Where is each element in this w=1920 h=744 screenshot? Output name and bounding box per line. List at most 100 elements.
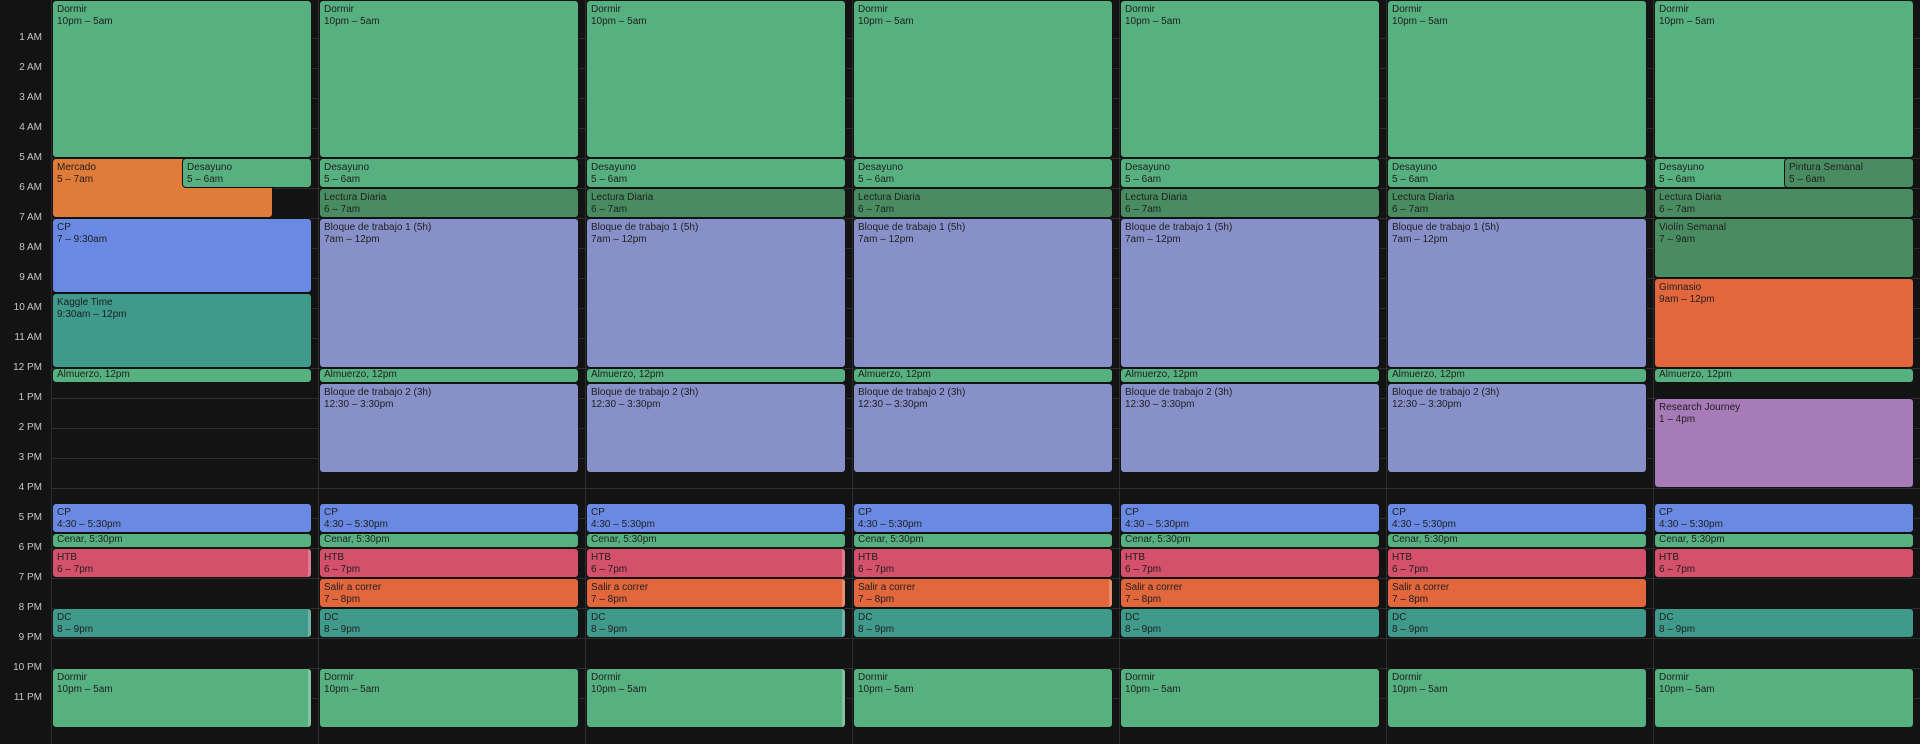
calendar-event[interactable]: Dormir 10pm – 5am (586, 668, 846, 728)
calendar-event[interactable]: CP 4:30 – 5:30pm (1654, 503, 1914, 533)
day-column[interactable]: Dormir 10pm – 5am Desayuno 5 – 6am Lectura D… (319, 0, 579, 744)
calendar-event[interactable]: Pintura Semanal 5 – 6am (1784, 158, 1914, 188)
calendar-event[interactable]: Cenar, 5:30pm (1120, 533, 1380, 548)
calendar-event[interactable]: Salir a correr 7 – 8pm (586, 578, 846, 608)
calendar-event[interactable]: DC 8 – 9pm (319, 608, 579, 638)
calendar-event[interactable]: Gimnasio 9am – 12pm (1654, 278, 1914, 368)
calendar-event[interactable]: HTB 6 – 7pm (52, 548, 312, 578)
calendar-event[interactable]: HTB 6 – 7pm (319, 548, 579, 578)
calendar-event[interactable]: HTB 6 – 7pm (1387, 548, 1647, 578)
calendar-event[interactable]: Bloque de trabajo 1 (5h) 7am – 12pm (1387, 218, 1647, 368)
calendar-event[interactable]: CP 4:30 – 5:30pm (586, 503, 846, 533)
calendar-event[interactable]: CP 4:30 – 5:30pm (1387, 503, 1647, 533)
calendar-event[interactable]: Dormir 10pm – 5am (1120, 668, 1380, 728)
calendar-event[interactable]: Dormir 10pm – 5am (1120, 0, 1380, 158)
calendar-event[interactable]: Almuerzo, 12pm (586, 368, 846, 383)
calendar-event[interactable]: Dormir 10pm – 5am (1654, 0, 1914, 158)
calendar-event[interactable]: HTB 6 – 7pm (586, 548, 846, 578)
calendar-event[interactable]: Almuerzo, 12pm (853, 368, 1113, 383)
calendar-event[interactable]: Dormir 10pm – 5am (853, 0, 1113, 158)
calendar-event[interactable]: Cenar, 5:30pm (586, 533, 846, 548)
calendar-event[interactable]: Lectura Diaria 6 – 7am (319, 188, 579, 218)
calendar-event[interactable]: Bloque de trabajo 2 (3h) 12:30 – 3:30pm (319, 383, 579, 473)
event-separator: , (633, 369, 639, 380)
calendar-event[interactable]: Bloque de trabajo 2 (3h) 12:30 – 3:30pm (853, 383, 1113, 473)
day-column[interactable]: Dormir 10pm – 5am Desayuno 5 – 6am Lectura D… (853, 0, 1113, 744)
day-column[interactable]: Dormir 10pm – 5am Desayuno 5 – 6am Pintura S… (1654, 0, 1914, 744)
calendar-event[interactable]: HTB 6 – 7pm (853, 548, 1113, 578)
event-title: Cenar (1659, 534, 1686, 545)
calendar-event[interactable]: Lectura Diaria 6 – 7am (1120, 188, 1380, 218)
event-title: Cenar (1392, 534, 1419, 545)
calendar-event[interactable]: Bloque de trabajo 2 (3h) 12:30 – 3:30pm (1120, 383, 1380, 473)
calendar-event[interactable]: Dormir 10pm – 5am (52, 0, 312, 158)
event-title: Lectura Diaria (591, 192, 654, 203)
calendar-event[interactable]: DC 8 – 9pm (586, 608, 846, 638)
calendar-event[interactable]: Salir a correr 7 – 8pm (1120, 578, 1380, 608)
calendar-event[interactable]: Bloque de trabajo 2 (3h) 12:30 – 3:30pm (1387, 383, 1647, 473)
event-time: 5:30pm (89, 534, 123, 545)
hour-label: 2 PM (18, 422, 42, 433)
calendar-event[interactable]: Lectura Diaria 6 – 7am (1654, 188, 1914, 218)
calendar-event[interactable]: Bloque de trabajo 1 (5h) 7am – 12pm (853, 218, 1113, 368)
day-column[interactable]: Dormir 10pm – 5am Desayuno 5 – 6am Lectura D… (1120, 0, 1380, 744)
calendar-event[interactable]: Cenar, 5:30pm (853, 533, 1113, 548)
calendar-event[interactable]: Dormir 10pm – 5am (1387, 0, 1647, 158)
calendar-event[interactable]: Cenar, 5:30pm (319, 533, 579, 548)
calendar-event[interactable]: Almuerzo, 12pm (52, 368, 312, 383)
calendar-event[interactable]: Almuerzo, 12pm (1120, 368, 1380, 383)
calendar-event[interactable]: Almuerzo, 12pm (1654, 368, 1914, 383)
calendar-event[interactable]: Salir a correr 7 – 8pm (853, 578, 1113, 608)
calendar-event[interactable]: CP 7 – 9:30am (52, 218, 312, 293)
calendar-event[interactable]: DC 8 – 9pm (1120, 608, 1380, 638)
calendar-event[interactable]: Almuerzo, 12pm (1387, 368, 1647, 383)
day-column[interactable]: Dormir 10pm – 5am Desayuno 5 – 6am Lectura D… (1387, 0, 1647, 744)
event-title: Mercado (57, 162, 96, 173)
calendar-event[interactable]: Dormir 10pm – 5am (1654, 668, 1914, 728)
event-separator: , (1701, 369, 1707, 380)
calendar-event[interactable]: Desayuno 5 – 6am (1387, 158, 1647, 188)
calendar-event[interactable]: HTB 6 – 7pm (1654, 548, 1914, 578)
calendar-event[interactable]: Bloque de trabajo 1 (5h) 7am – 12pm (1120, 218, 1380, 368)
calendar-event[interactable]: Dormir 10pm – 5am (853, 668, 1113, 728)
calendar-event[interactable]: Desayuno 5 – 6am (853, 158, 1113, 188)
calendar-event[interactable]: DC 8 – 9pm (52, 608, 312, 638)
calendar-event[interactable]: Cenar, 5:30pm (1654, 533, 1914, 548)
event-time: 8 – 9pm (858, 624, 895, 635)
calendar-event[interactable]: Desayuno 5 – 6am (319, 158, 579, 188)
day-column[interactable]: Dormir 10pm – 5am Desayuno 5 – 6am Lectura D… (586, 0, 846, 744)
event-time: 10pm – 5am (324, 684, 380, 695)
calendar-event[interactable]: Dormir 10pm – 5am (586, 0, 846, 158)
calendar-event[interactable]: Research Journey 1 – 4pm (1654, 398, 1914, 488)
calendar-event[interactable]: Almuerzo, 12pm (319, 368, 579, 383)
calendar-event[interactable]: Desayuno 5 – 6am (182, 158, 312, 188)
calendar-event[interactable]: Bloque de trabajo 2 (3h) 12:30 – 3:30pm (586, 383, 846, 473)
calendar-event[interactable]: Violín Semanal 7 – 9am (1654, 218, 1914, 278)
calendar-event[interactable]: DC 8 – 9pm (1387, 608, 1647, 638)
calendar-event[interactable]: Dormir 10pm – 5am (1387, 668, 1647, 728)
calendar-event[interactable]: CP 4:30 – 5:30pm (1120, 503, 1380, 533)
calendar-event[interactable]: Lectura Diaria 6 – 7am (586, 188, 846, 218)
calendar-event[interactable]: Dormir 10pm – 5am (319, 668, 579, 728)
calendar-event[interactable]: Dormir 10pm – 5am (52, 668, 312, 728)
calendar-event[interactable]: CP 4:30 – 5:30pm (853, 503, 1113, 533)
calendar-event[interactable]: Salir a correr 7 – 8pm (1387, 578, 1647, 608)
calendar-event[interactable]: Kaggle Time 9:30am – 12pm (52, 293, 312, 368)
calendar-event[interactable]: Dormir 10pm – 5am (319, 0, 579, 158)
calendar-event[interactable]: Cenar, 5:30pm (52, 533, 312, 548)
calendar-event[interactable]: DC 8 – 9pm (853, 608, 1113, 638)
calendar-event[interactable]: Bloque de trabajo 1 (5h) 7am – 12pm (586, 218, 846, 368)
event-time: 7 – 8pm (858, 594, 895, 605)
calendar-event[interactable]: Desayuno 5 – 6am (1120, 158, 1380, 188)
calendar-event[interactable]: HTB 6 – 7pm (1120, 548, 1380, 578)
calendar-event[interactable]: Cenar, 5:30pm (1387, 533, 1647, 548)
calendar-event[interactable]: Salir a correr 7 – 8pm (319, 578, 579, 608)
calendar-event[interactable]: Bloque de trabajo 1 (5h) 7am – 12pm (319, 218, 579, 368)
day-column[interactable]: Dormir 10pm – 5am Mercado 5 – 7am Desayuno 5 … (52, 0, 312, 744)
calendar-event[interactable]: Lectura Diaria 6 – 7am (853, 188, 1113, 218)
calendar-event[interactable]: CP 4:30 – 5:30pm (319, 503, 579, 533)
calendar-event[interactable]: CP 4:30 – 5:30pm (52, 503, 312, 533)
calendar-event[interactable]: Lectura Diaria 6 – 7am (1387, 188, 1647, 218)
calendar-event[interactable]: Desayuno 5 – 6am (586, 158, 846, 188)
calendar-event[interactable]: DC 8 – 9pm (1654, 608, 1914, 638)
